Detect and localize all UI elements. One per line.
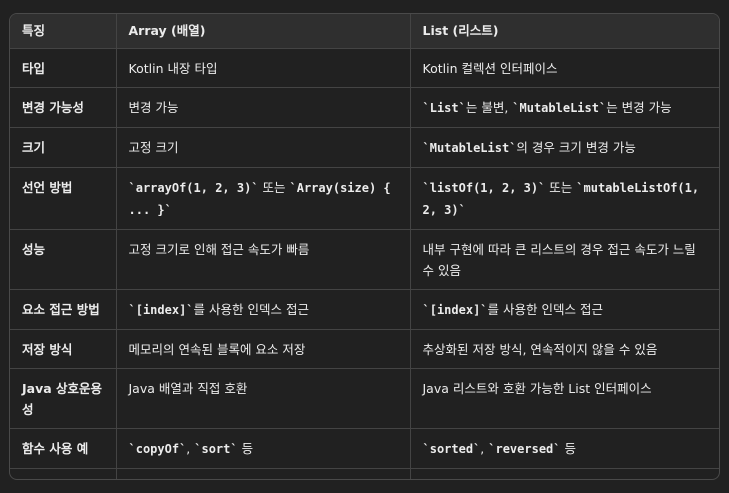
cell-text: 변경 가능 (128, 100, 179, 115)
cell-text: Java 리스트와 호환 가능한 List 인터페이스 (422, 381, 652, 396)
cell-list: Java 리스트와 호환 가능한 List 인터페이스 (409, 368, 719, 429)
cell-list: 어떤 수의 요소로도 초기화 가능 (409, 468, 719, 479)
row-feature: 초기화 방법 (10, 468, 116, 479)
inline-code: `Array(size) { ... }` (128, 181, 391, 217)
row-feature: 저장 방식 (10, 329, 116, 369)
table-header: 특징 Array (배열) List (리스트) (10, 14, 719, 49)
cell-array: `[index]`를 사용한 인덱스 접근 (115, 289, 410, 330)
cell-text: 고정 크기 (128, 140, 179, 155)
inline-code: `arrayOf(1, 2, 3)` (128, 181, 259, 195)
cell-text: Kotlin 컬렉션 인터페이스 (422, 61, 558, 76)
cell-text: 는 불변, (465, 100, 513, 115)
inline-code: `sorted` (422, 442, 481, 456)
cell-text: 내부 구현에 따라 큰 리스트의 경우 접근 속도가 느릴 수 있음 (422, 242, 696, 278)
table-row: Java 상호운용성 Java 배열과 직접 호환 Java 리스트와 호환 가능한… (10, 368, 719, 429)
cell-text: 추상화된 저장 방식, 연속적이지 않을 수 있음 (422, 342, 658, 357)
row-feature: 변경 가능성 (10, 87, 116, 128)
cell-text: 고정 크기로 인해 접근 속도가 빠름 (128, 242, 310, 257)
table-row: 요소 접근 방법 `[index]`를 사용한 인덱스 접근 `[index]`를 … (10, 289, 719, 330)
cell-text: 또는 (258, 180, 290, 195)
row-feature: Java 상호운용성 (10, 368, 116, 429)
comparison-table: 특징 Array (배열) List (리스트) 타입 Kotlin 내장 타입 K… (10, 14, 719, 479)
table-row: 함수 사용 예 `copyOf`, `sort` 등 `sorted`, `reve… (10, 428, 719, 469)
table-body: 타입 Kotlin 내장 타입 Kotlin 컬렉션 인터페이스 변경 가능성 변경 가… (10, 48, 719, 479)
row-feature: 타입 (10, 48, 116, 88)
row-feature: 크기 (10, 127, 116, 168)
inline-code: `MutableList` (512, 101, 607, 115)
inline-code: `listOf(1, 2, 3)` (422, 181, 546, 195)
cell-list: `MutableList`의 경우 크기 변경 가능 (409, 127, 719, 168)
inline-code: `sort` (194, 442, 238, 456)
cell-list: `sorted`, `reversed` 등 (409, 428, 719, 469)
inline-code: `reversed` (488, 442, 561, 456)
cell-list: `List`는 불변, `MutableList`는 변경 가능 (409, 87, 719, 128)
row-feature: 선언 방법 (10, 167, 116, 230)
cell-array: 메모리의 연속된 블록에 요소 저장 (115, 329, 410, 369)
cell-text: 를 사용한 인덱스 접근 (193, 302, 309, 317)
row-feature: 요소 접근 방법 (10, 289, 116, 330)
table-row: 성능 고정 크기로 인해 접근 속도가 빠름 내부 구현에 따라 큰 리스트의 경우… (10, 229, 719, 290)
row-feature: 성능 (10, 229, 116, 290)
table-row: 선언 방법 `arrayOf(1, 2, 3)` 또는 `Array(size) … (10, 167, 719, 230)
cell-text: , (186, 441, 195, 456)
cell-list: Kotlin 컬렉션 인터페이스 (409, 48, 719, 88)
cell-list: `[index]`를 사용한 인덱스 접근 (409, 289, 719, 330)
cell-array: Kotlin 내장 타입 (115, 48, 410, 88)
cell-list: 추상화된 저장 방식, 연속적이지 않을 수 있음 (409, 329, 719, 369)
cell-array: 고정 크기 (115, 127, 410, 168)
cell-text: , (480, 441, 489, 456)
cell-array: 고정 크기로 인해 접근 속도가 빠름 (115, 229, 410, 290)
cell-array: 크기나 요소를 명시적으로 지정해야 함 (115, 468, 410, 479)
inline-code: `copyOf` (128, 442, 187, 456)
cell-list: `listOf(1, 2, 3)` 또는 `mutableListOf(1, 2… (409, 167, 719, 230)
inline-code: `MutableList` (422, 141, 517, 155)
cell-array: 변경 가능 (115, 87, 410, 128)
cell-text: 등 (560, 441, 576, 456)
cell-text: 를 사용한 인덱스 접근 (487, 302, 603, 317)
table-row: 크기 고정 크기 `MutableList`의 경우 크기 변경 가능 (10, 127, 719, 168)
table-row: 변경 가능성 변경 가능 `List`는 불변, `MutableList`는 변경… (10, 87, 719, 128)
inline-code: `[index]` (128, 303, 194, 317)
header-feature: 특징 (10, 14, 116, 49)
table-row: 초기화 방법크기나 요소를 명시적으로 지정해야 함어떤 수의 요소로도 초기화… (10, 468, 719, 479)
cell-text: 메모리의 연속된 블록에 요소 저장 (128, 342, 306, 357)
cell-text: 또는 (545, 180, 577, 195)
header-row: 특징 Array (배열) List (리스트) (10, 14, 719, 49)
inline-code: `List` (422, 101, 466, 115)
header-list: List (리스트) (409, 14, 719, 49)
header-array: Array (배열) (115, 14, 410, 49)
cell-text: 등 (237, 441, 254, 456)
row-feature: 함수 사용 예 (10, 428, 116, 469)
table-row: 타입 Kotlin 내장 타입 Kotlin 컬렉션 인터페이스 (10, 48, 719, 88)
cell-text: Java 배열과 직접 호환 (128, 381, 248, 396)
cell-list: 내부 구현에 따라 큰 리스트의 경우 접근 속도가 느릴 수 있음 (409, 229, 719, 290)
inline-code: `[index]` (422, 303, 488, 317)
cell-text: 는 변경 가능 (606, 100, 672, 115)
table-row: 저장 방식 메모리의 연속된 블록에 요소 저장 추상화된 저장 방식, 연속적이지… (10, 329, 719, 369)
cell-text: Kotlin 내장 타입 (128, 61, 218, 76)
cell-array: `copyOf`, `sort` 등 (115, 428, 410, 469)
cell-array: `arrayOf(1, 2, 3)` 또는 `Array(size) { ...… (115, 167, 410, 230)
inline-code: `mutableListOf(1, 2, 3)` (422, 181, 700, 217)
cell-text: 의 경우 크기 변경 가능 (516, 140, 636, 155)
comparison-table-container: 특징 Array (배열) List (리스트) 타입 Kotlin 내장 타입 K… (9, 13, 720, 480)
cell-array: Java 배열과 직접 호환 (115, 368, 410, 429)
